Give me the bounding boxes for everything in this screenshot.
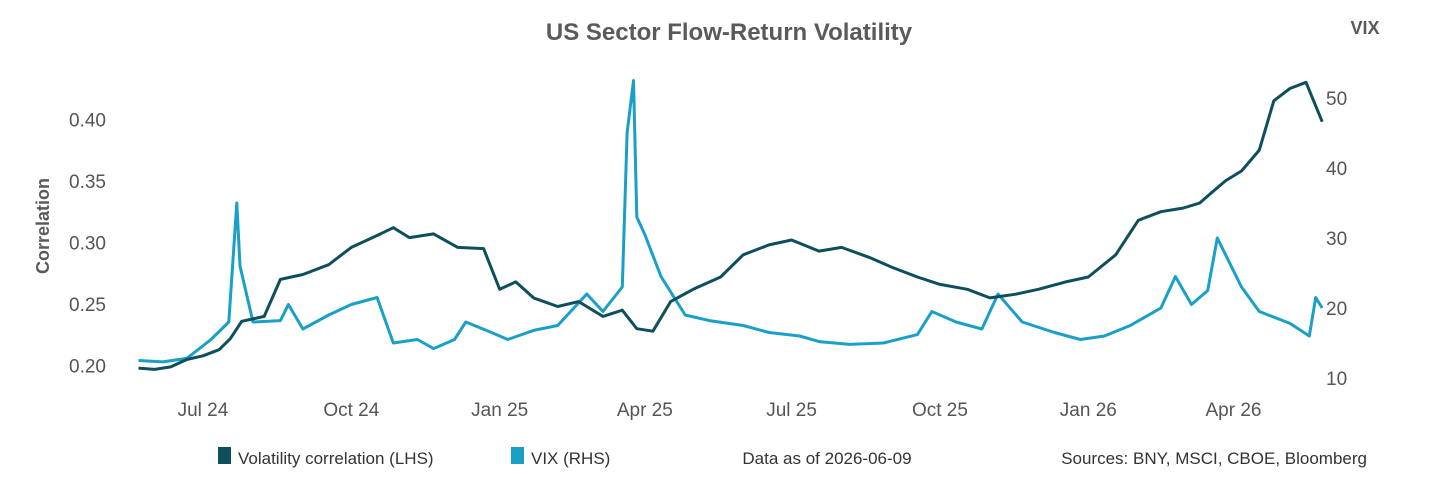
vix-line [138,79,1324,364]
x-tick-label: Oct 25 [912,400,968,421]
right-tick-label: 40 [1326,159,1347,180]
legend-swatch [218,447,231,464]
x-tick-label: Apr 25 [617,400,673,421]
chart-title: US Sector Flow-Return Volatility [546,19,913,46]
legend-label: Volatility correlation (LHS) [238,449,434,468]
legend: Volatility correlation (LHS) VIX (RHS) [218,447,610,468]
right-tick-label: 30 [1326,229,1347,250]
x-tick-label: Oct 24 [323,400,379,421]
correlation-line [138,80,1324,371]
right-tick-label: 20 [1326,299,1347,320]
left-tick-label: 0.20 [69,357,106,378]
x-tick-label: Apr 26 [1205,400,1261,421]
right-axis-title: VIX [1350,18,1379,38]
right-tick-label: 10 [1326,369,1347,390]
left-tick-label: 0.35 [69,172,106,193]
left-axis-title: Correlation [33,178,53,274]
right-axis-ticks: 10 20 30 40 50 [1326,89,1347,390]
right-tick-label: 50 [1326,89,1347,110]
x-tick-label: Jul 24 [178,400,229,421]
data-as-of-note: Data as of 2026-06-09 [742,449,911,468]
left-tick-label: 0.25 [69,295,106,316]
left-axis-ticks: 0.20 0.25 0.30 0.35 0.40 [69,110,106,377]
x-axis-ticks: Jul 24 Oct 24 Jan 25 Apr 25 Jul 25 Oct 25 Jan … [178,400,1262,421]
series-lines [138,79,1324,371]
x-tick-label: Jan 25 [471,400,528,421]
sources-note: Sources: BNY, MSCI, CBOE, Bloomberg [1061,449,1367,468]
left-tick-label: 0.40 [69,110,106,131]
legend-swatch [511,447,524,464]
left-tick-label: 0.30 [69,233,106,254]
x-tick-label: Jul 25 [766,400,817,421]
x-tick-label: Jan 26 [1060,400,1117,421]
legend-label: VIX (RHS) [531,449,610,468]
